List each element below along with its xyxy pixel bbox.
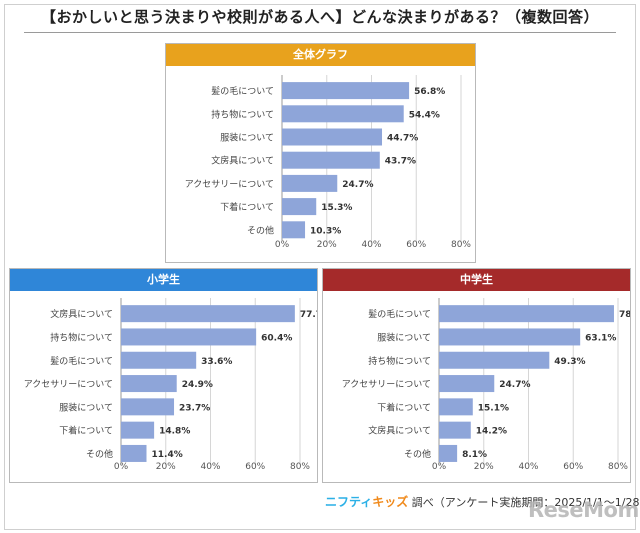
brand-name-part2: キッズ (372, 495, 409, 509)
junior-bar-chart: 0% 20% 40% 60% 80% 髪の毛について 78.2% 服装について 63.1% 持ち物… (342, 298, 630, 472)
x-tick-label: 0% (114, 462, 129, 472)
brand-name-part1: ニフティ (325, 495, 373, 509)
data-label: 15.1% (478, 403, 509, 413)
bar (121, 305, 295, 323)
data-label: 49.3% (554, 357, 585, 367)
category-label: 持ち物について (211, 108, 274, 120)
category-label: 下着について (377, 401, 431, 413)
elementary-chart-title: 小学生 (10, 269, 317, 291)
page-title: 【おかしいと思う決まりや校則がある人へ】どんな決まりがある？（複数回答） (40, 8, 599, 26)
data-label: 11.4% (152, 450, 183, 460)
bar (439, 351, 550, 369)
bar (282, 82, 410, 100)
bar (439, 305, 614, 323)
bar (439, 421, 471, 439)
x-tick-label: 80% (608, 462, 628, 472)
data-label: 43.7% (385, 157, 416, 167)
elementary-bar-chart: 0% 20% 40% 60% 80% 文房具について 77.7% 持ち物について 60.4% 髪の… (24, 298, 317, 472)
data-label: 10.3% (310, 226, 341, 236)
category-label: 下着について (220, 201, 274, 213)
x-tick-label: 40% (518, 462, 538, 472)
x-tick-label: 40% (361, 240, 381, 250)
data-label: 60.4% (261, 333, 292, 343)
bar (282, 174, 338, 192)
category-label: 文房具について (211, 155, 274, 167)
category-label: 下着について (59, 425, 113, 437)
data-label: 44.7% (387, 134, 418, 144)
data-label: 8.1% (462, 450, 487, 460)
x-tick-label: 0% (275, 240, 290, 250)
source-note: ニフティキッズ 調べ（アンケート実施期間：2025/1/1～1/28） (325, 493, 640, 510)
bar (282, 221, 306, 239)
overall-chart-panel: 全体グラフ 0% 20% 40% 60% 80% 髪の毛について 56.8% 持ち物について 5… (165, 43, 476, 263)
x-tick-label: 60% (406, 240, 426, 250)
x-tick-label: 0% (432, 462, 447, 472)
category-label: アクセサリーについて (24, 379, 113, 390)
bar (121, 421, 155, 439)
data-label: 24.9% (182, 380, 213, 390)
category-label: 服装について (59, 401, 113, 413)
bar (282, 128, 383, 146)
category-label: 髪の毛について (368, 308, 431, 320)
x-tick-label: 20% (474, 462, 494, 472)
overall-chart-title: 全体グラフ (166, 44, 475, 66)
data-label: 14.2% (476, 427, 507, 437)
category-label: 髪の毛について (211, 85, 274, 97)
category-label: 髪の毛について (50, 355, 113, 367)
bar (439, 398, 473, 416)
category-label: アクセサリーについて (185, 179, 274, 190)
resemom-logo: ReseMom (528, 498, 639, 522)
category-label: 持ち物について (368, 355, 431, 367)
data-label: 56.8% (414, 87, 445, 97)
category-label: 持ち物について (50, 331, 113, 343)
x-tick-label: 80% (451, 240, 471, 250)
title-divider (24, 32, 616, 33)
junior-chart-title: 中学生 (323, 269, 630, 291)
data-label: 54.4% (409, 110, 440, 120)
data-label: 14.8% (159, 427, 190, 437)
bar (439, 444, 458, 462)
x-tick-label: 20% (317, 240, 337, 250)
x-tick-label: 20% (156, 462, 176, 472)
bar (121, 351, 197, 369)
bar (282, 151, 380, 169)
x-tick-label: 60% (563, 462, 583, 472)
bar (121, 398, 175, 416)
bar (439, 375, 495, 393)
category-label: 服装について (220, 132, 274, 144)
overall-bar-chart: 0% 20% 40% 60% 80% 髪の毛について 56.8% 持ち物について 54.4% 服装… (185, 75, 471, 250)
junior-chart-panel: 中学生 0% 20% 40% 60% 80% 髪の毛について 78.2% 服装について 63.1… (322, 268, 631, 483)
bar (121, 328, 257, 346)
x-tick-label: 60% (245, 462, 265, 472)
data-label: 77.7% (300, 310, 317, 320)
bar (439, 328, 581, 346)
elementary-chart-panel: 小学生 0% 20% 40% 60% 80% 文房具について 77.7% 持ち物について 60.… (9, 268, 318, 483)
data-label: 33.6% (201, 357, 232, 367)
category-label: 文房具について (368, 425, 431, 437)
bar (282, 198, 317, 216)
category-label: アクセサリーについて (342, 379, 431, 390)
category-label: その他 (404, 448, 431, 460)
data-label: 15.3% (321, 203, 352, 213)
x-tick-label: 80% (290, 462, 310, 472)
bar (121, 375, 177, 393)
source-text: 調べ（アンケート実施期間：2025/1/1～1/28） (411, 496, 640, 509)
category-label: その他 (247, 224, 274, 236)
x-tick-label: 40% (200, 462, 220, 472)
category-label: 文房具について (50, 308, 113, 320)
bar (282, 105, 404, 123)
data-label: 24.7% (499, 380, 530, 390)
data-label: 23.7% (179, 403, 210, 413)
bar (121, 444, 147, 462)
category-label: 服装について (377, 331, 431, 343)
data-label: 63.1% (585, 333, 616, 343)
category-label: その他 (86, 448, 113, 460)
data-label: 78.2% (619, 310, 630, 320)
data-label: 24.7% (342, 180, 373, 190)
